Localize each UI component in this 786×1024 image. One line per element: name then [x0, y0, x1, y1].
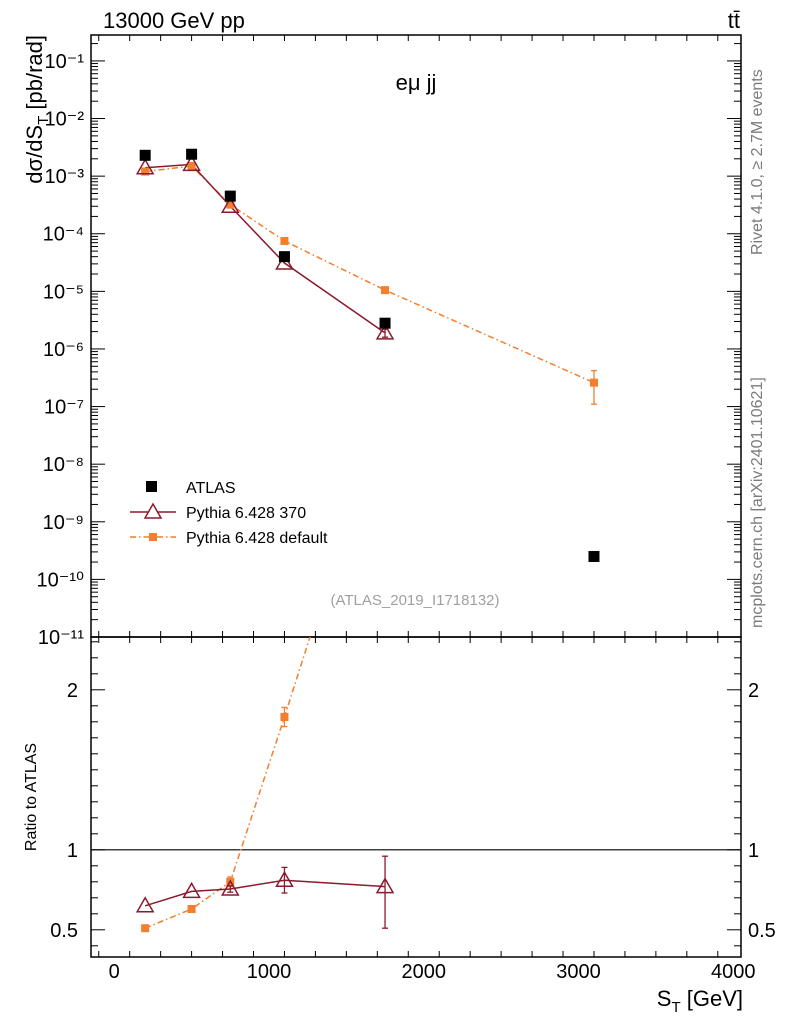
x-axis-label: ST [GeV] [657, 986, 743, 1016]
main-pythia-default-point [381, 286, 390, 295]
ratio-y-tick-label-right: 0.5 [748, 920, 776, 942]
ratio-pythia-default-point [141, 924, 150, 933]
y-tick-label: 10⁻⁵ [43, 281, 84, 303]
x-tick-label: 0 [109, 961, 120, 983]
ratio-pythia370-point [135, 896, 155, 913]
ratio-y-tick-label: 1 [67, 840, 78, 862]
main-data-points [135, 148, 600, 562]
y-tick-label: 10⁻¹ [45, 51, 85, 73]
ratio-pythia370-line [144, 879, 386, 907]
y-tick-label: 10⁻⁸ [43, 454, 84, 476]
main-atlas-point [186, 148, 198, 160]
process-label: tt̄ [728, 8, 740, 33]
x-tick-label: 3000 [556, 961, 601, 983]
legend-label-pythia-default: Pythia 6.428 default [186, 530, 328, 547]
ratio-pythia-default-point [381, 398, 389, 406]
legend-marker-pythia-default [149, 533, 157, 541]
ratio-pythia-default-point [187, 905, 196, 913]
main-atlas-point [224, 190, 236, 202]
main-pythia-default-point [226, 200, 235, 209]
energy-label: 13000 GeV pp [103, 8, 245, 33]
panel-title: eμ jj [396, 70, 437, 95]
source-label: mcplots.cern.ch [arXiv:2401.10621] [749, 377, 766, 628]
x-tick-label: 2000 [401, 961, 446, 983]
main-pythia-default-point [187, 161, 196, 170]
main-pythia-default-line [145, 165, 595, 384]
main-atlas-point [139, 149, 151, 161]
legend-marker-atlas [146, 481, 157, 492]
axes-layer: 0 1000 2000 3000 4000 10⁻¹ 10⁻² 10⁻³ 10⁻⁴ 10⁻⁵ 10⁻… [37, 35, 776, 983]
main-pythia370-line [145, 163, 386, 334]
x-tick-label: 4000 [711, 961, 756, 983]
ratio-frame [90, 636, 742, 958]
main-pythia370-point [220, 196, 240, 214]
rivet-label: Rivet 4.1.0, ≥ 2.7M events [749, 69, 766, 255]
ratio-pythia370-point [182, 881, 201, 899]
main-atlas-point [588, 550, 600, 562]
ratio-pythia-default-point [280, 713, 289, 721]
ratio-y-tick-label: 0.5 [50, 920, 78, 942]
y-tick-label: 10⁻⁶ [43, 339, 84, 361]
y-tick-label: 10⁻² [45, 109, 85, 131]
main-pythia370-point [182, 154, 201, 172]
y-tick-label: 10⁻¹⁰ [37, 569, 84, 591]
ratio-y-tick-label-right: 2 [748, 680, 759, 702]
legend: ATLAS Pythia 6.428 370 Pythia 6.428 defa… [130, 480, 328, 547]
main-atlas-point [278, 251, 290, 263]
ratio-pythia370-point [375, 877, 395, 894]
main-data-layer [145, 163, 597, 405]
ratio-y-axis-label: Ratio to ATLAS [23, 743, 40, 851]
main-pythia-default-point [589, 378, 598, 387]
y-tick-label: 10⁻⁹ [43, 512, 84, 534]
main-pythia-default-point [280, 236, 289, 245]
ratio-pythia370-point [220, 879, 240, 896]
y-tick-label: 10⁻⁷ [44, 397, 84, 419]
main-pythia370-point [135, 158, 155, 175]
main-atlas-point [379, 317, 391, 329]
ratio-y-tick-label-right: 1 [748, 840, 759, 862]
main-pythia370-point [375, 323, 395, 340]
legend-label-pythia370: Pythia 6.428 370 [186, 505, 306, 522]
legend-marker-pythia370 [143, 502, 163, 519]
ratio-data-layer [135, 398, 395, 933]
y-tick-label: 10⁻¹¹ [38, 627, 84, 649]
ratio-y-tick-label: 2 [67, 680, 78, 702]
y-tick-label: 10⁻⁴ [43, 224, 84, 246]
main-pythia-default-point [141, 167, 150, 176]
y-axis-label: dσ/dST [pb/rad] [22, 35, 52, 184]
legend-label-atlas: ATLAS [186, 480, 236, 497]
analysis-watermark: (ATLAS_2019_I1718132) [330, 592, 499, 609]
ratio-pythia370-point [275, 870, 294, 887]
x-tick-label: 1000 [247, 961, 292, 983]
y-tick-label: 10⁻³ [45, 166, 85, 188]
